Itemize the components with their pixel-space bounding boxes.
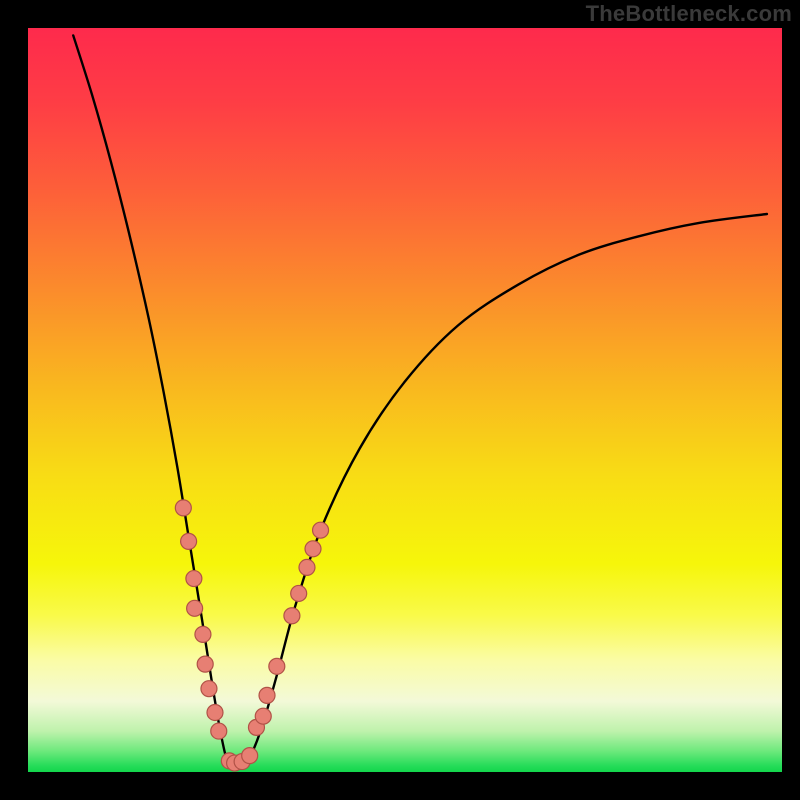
sample-marker xyxy=(255,708,271,724)
sample-marker xyxy=(313,522,329,538)
sample-marker xyxy=(195,626,211,642)
sample-marker xyxy=(187,600,203,616)
sample-marker xyxy=(242,748,258,764)
sample-marker xyxy=(186,571,202,587)
sample-marker xyxy=(284,608,300,624)
sample-marker xyxy=(201,681,217,697)
sample-marker xyxy=(299,559,315,575)
sample-marker xyxy=(207,704,223,720)
sample-marker xyxy=(291,585,307,601)
sample-marker xyxy=(197,656,213,672)
sample-marker xyxy=(211,723,227,739)
attribution-label: TheBottleneck.com xyxy=(586,1,792,27)
sample-marker xyxy=(181,533,197,549)
sample-marker xyxy=(259,687,275,703)
chart-frame: TheBottleneck.com xyxy=(0,0,800,800)
sample-marker xyxy=(305,541,321,557)
sample-marker xyxy=(269,658,285,674)
plot-background xyxy=(28,28,782,772)
bottleneck-chart xyxy=(0,0,800,800)
sample-marker xyxy=(175,500,191,516)
